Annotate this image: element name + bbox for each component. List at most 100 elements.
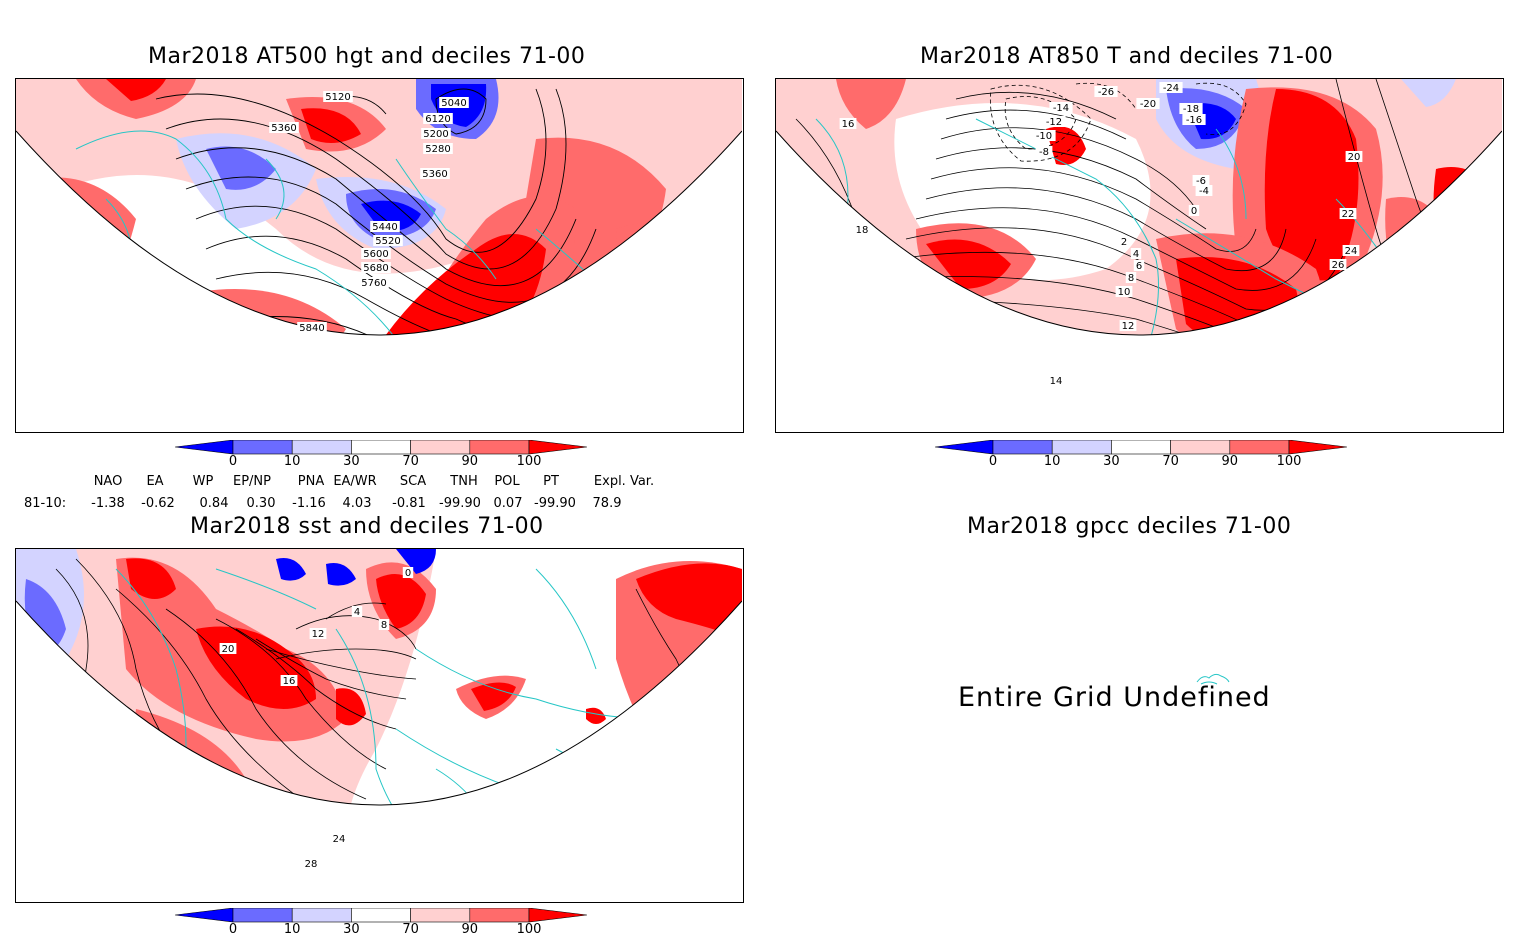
index-header: NAO — [93, 474, 123, 489]
index-header: Expl. Var. — [593, 474, 655, 489]
index-header: PT — [543, 474, 559, 489]
contour-label: 18 — [856, 225, 869, 236]
map-panel-t850: -26 -24 -20 -18 -16 -14 -12 -10 -8 -6 -4 0 2 4 6 8 10 12 1… — [775, 78, 1504, 433]
colorbar-tick-label: 10 — [283, 922, 301, 937]
colorbar-tick-label: 30 — [343, 922, 360, 937]
colorbar-tick-label: 10 — [283, 454, 301, 469]
index-value: -99.90 — [534, 496, 576, 511]
colorbar-tick-label: 0 — [988, 454, 998, 469]
index-header: POL — [494, 474, 520, 489]
contour-label: 22 — [1342, 209, 1355, 220]
colorbar-tick-label: 100 — [516, 922, 542, 937]
index-header: EA — [146, 474, 164, 489]
contour-label: 28 — [305, 859, 318, 870]
contour-label: 12 — [312, 629, 325, 640]
colorbar-t850: 0 10 30 70 90 100 — [934, 439, 1348, 472]
colorbar-segment — [291, 439, 352, 455]
contour-label: 8 — [1128, 273, 1134, 284]
colorbar-svg — [174, 907, 588, 923]
undefined-grid-message: Entire Grid Undefined — [958, 682, 1271, 713]
index-value: -1.38 — [91, 496, 125, 511]
contour-label-bg — [1192, 175, 1210, 186]
contour-label-bg — [1035, 146, 1053, 157]
contour-label-bg — [280, 675, 298, 686]
contour-label-bg — [423, 143, 453, 154]
contour-label-bg — [1118, 236, 1130, 247]
contour-label: 4 — [1133, 249, 1139, 260]
index-value: -0.62 — [141, 496, 175, 511]
contour-label: 5040 — [441, 98, 466, 109]
colorbar-tick-label: 10 — [1043, 454, 1061, 469]
index-row-label: 81-10: — [24, 496, 67, 511]
contour-label-bg — [370, 221, 400, 232]
map-hgt500: 5040 5120 6120 5200 5280 5360 5360 5440 5520 5600… — [16, 79, 742, 336]
colorbar-tick-label: 90 — [461, 922, 479, 937]
index-table: NAO EA WP EP/NP PNA EA/WR SCA TNH POL PT Expl. Var… — [0, 474, 760, 514]
contour-label-bg — [309, 628, 327, 639]
contour-label-bg — [439, 97, 469, 108]
index-header: EA/WR — [333, 474, 377, 489]
contour-label-bg — [359, 277, 389, 288]
index-header: TNH — [450, 474, 478, 489]
contour-label: 20 — [1348, 152, 1361, 163]
colorbar-svg — [934, 439, 1348, 455]
index-value: -0.81 — [392, 496, 426, 511]
contour-label-bg — [1047, 375, 1065, 386]
colorbar-segment — [1051, 439, 1112, 455]
map-sst: 0 4 8 12 16 20 24 28 — [16, 549, 742, 901]
contour-label-bg — [1049, 102, 1073, 113]
contour-label: -12 — [1046, 117, 1062, 128]
contour-label-bg — [297, 322, 327, 333]
contour-label: 5680 — [363, 263, 388, 274]
colorbar-tick-label: 90 — [1221, 454, 1239, 469]
contour-label-bg — [421, 128, 451, 139]
contour-label: 5600 — [363, 249, 388, 260]
colorbar-segment — [351, 907, 411, 923]
colorbar-tick-label: 30 — [1103, 454, 1120, 469]
contour-label: -4 — [1199, 186, 1209, 197]
contour-label-bg — [1339, 208, 1357, 219]
panel-title-t850: Mar2018 AT850 T and deciles 71-00 — [920, 44, 1334, 69]
colorbar-segment — [1170, 439, 1231, 455]
contour-label: -6 — [1196, 176, 1206, 187]
colorbar-svg — [174, 439, 588, 455]
contour-label: 5360 — [271, 123, 296, 134]
contour-label: 14 — [1050, 376, 1063, 387]
contour-label-bg — [269, 122, 299, 133]
contour-label: -10 — [1036, 131, 1052, 142]
panel-title-gpcc: Mar2018 gpcc deciles 71-00 — [967, 514, 1292, 539]
index-value: 0.30 — [246, 496, 276, 511]
index-value: 0.07 — [493, 496, 523, 511]
contour-label: 5120 — [325, 92, 350, 103]
contour-label: -14 — [1053, 103, 1069, 114]
colorbar-tick-label: 70 — [402, 922, 419, 937]
colorbar-segment — [934, 439, 994, 455]
colorbar-segment — [232, 907, 293, 923]
contour-label-bg — [423, 113, 453, 124]
contour-label-bg — [1032, 130, 1056, 141]
contour-label: 0 — [405, 568, 411, 579]
colorbar-segment — [1229, 439, 1290, 455]
contour-label-bg — [1329, 259, 1347, 270]
contour-label-bg — [1130, 248, 1142, 259]
contour-label: 16 — [842, 119, 855, 130]
contour-label-bg — [373, 235, 403, 246]
colorbar-tick-label: 70 — [402, 454, 419, 469]
index-header: EP/NP — [233, 474, 271, 489]
colorbar-segment — [992, 439, 1053, 455]
contour-label-bg — [1188, 205, 1200, 216]
contour-label: 5840 — [299, 323, 324, 334]
contour-label-bg — [219, 643, 237, 654]
colorbar-segment — [528, 907, 588, 923]
colorbar-tick-label: 30 — [343, 454, 360, 469]
contour-label: 5440 — [372, 222, 397, 233]
contour-label: -20 — [1140, 99, 1156, 110]
contour-label: -8 — [1039, 147, 1049, 158]
colorbar-tick-label: 0 — [228, 922, 238, 937]
index-header: WP — [192, 474, 214, 489]
colorbar-segment — [1111, 439, 1171, 455]
contour-label: 10 — [1118, 287, 1131, 298]
contour-label: -16 — [1186, 115, 1202, 126]
map-t850: -26 -24-20 -18-16-14-12-10-8-6-40246810121… — [776, 79, 1502, 387]
contour-label-bg — [1042, 116, 1066, 127]
